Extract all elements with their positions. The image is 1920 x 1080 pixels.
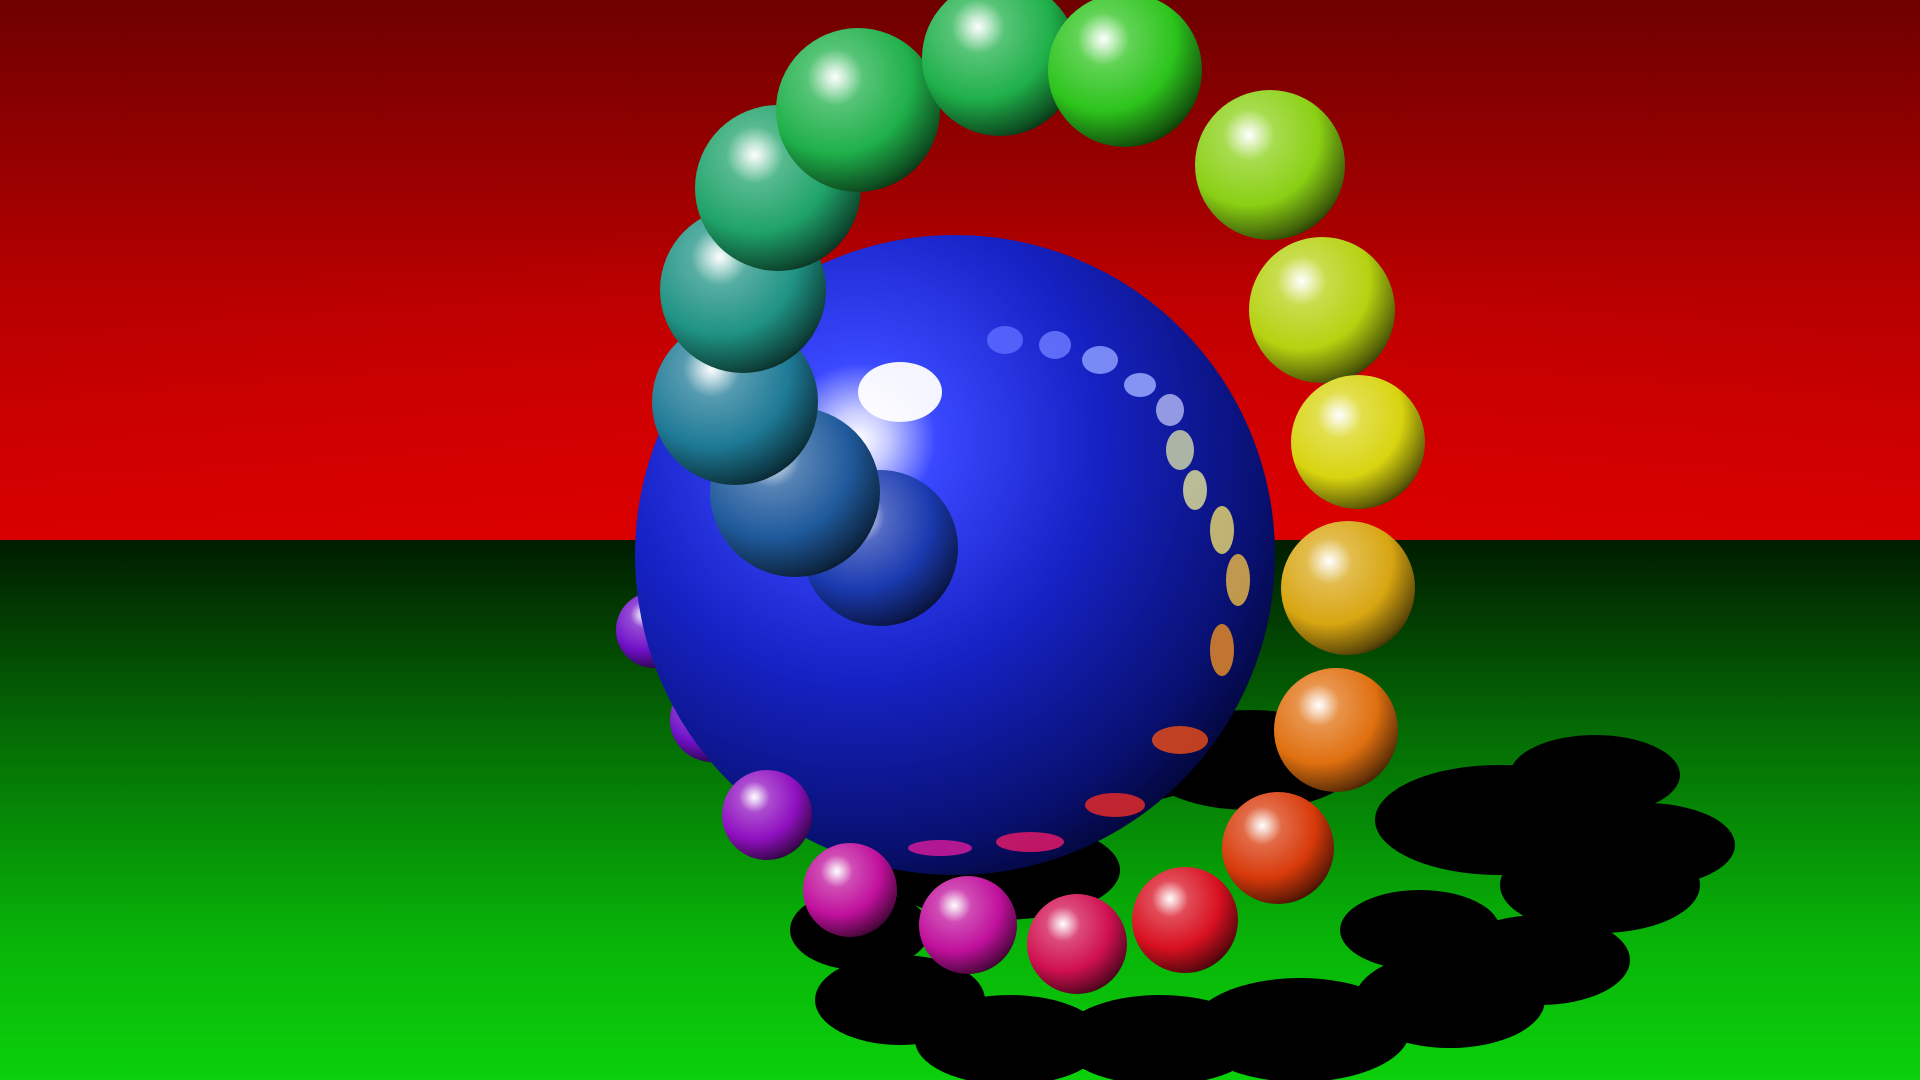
sphere-reflection — [1085, 793, 1145, 817]
sphere-reflection — [996, 832, 1064, 852]
sphere-reflection — [1210, 506, 1234, 554]
sphere-shadow — [1510, 735, 1680, 815]
sphere-reflection — [1166, 430, 1194, 470]
sphere-reflection — [1124, 373, 1156, 397]
sphere-reflection — [1226, 554, 1250, 606]
sphere-shadow — [1555, 803, 1735, 887]
ring-sphere-yellow — [1291, 375, 1425, 509]
ring-sphere-bright-green — [1048, 0, 1202, 147]
ring-sphere-lime — [1249, 237, 1395, 383]
sphere-shadow — [1340, 890, 1500, 970]
sphere-reflection — [1183, 470, 1207, 510]
ring-sphere-orange — [1274, 668, 1398, 792]
ring-sphere-crimson — [1027, 894, 1127, 994]
sphere-reflection — [908, 840, 972, 856]
sphere-reflection — [987, 326, 1023, 354]
central-sphere-reflections — [858, 326, 1250, 856]
ring-sphere-magenta — [803, 843, 897, 937]
sphere-shadow — [815, 955, 985, 1045]
ring-sphere-green — [776, 28, 940, 192]
ring-sphere-red — [1132, 867, 1238, 973]
sphere-reflection — [1210, 624, 1234, 676]
sphere-reflection — [1152, 726, 1208, 754]
ring-sphere-purple — [722, 770, 812, 860]
ring-sphere-gold — [1281, 521, 1415, 655]
ring-spheres-front — [652, 0, 1425, 994]
ring-sphere-red-orange — [1222, 792, 1334, 904]
sphere-reflection — [1039, 331, 1071, 359]
specular-highlight — [858, 362, 942, 422]
sphere-reflection — [1156, 394, 1184, 426]
sphere-shadow — [1060, 995, 1260, 1080]
ring-sphere-green — [922, 0, 1078, 136]
ring-sphere-yellow-green — [1195, 90, 1345, 240]
ring-sphere-magenta — [919, 876, 1017, 974]
sphere-reflection — [1082, 346, 1118, 374]
